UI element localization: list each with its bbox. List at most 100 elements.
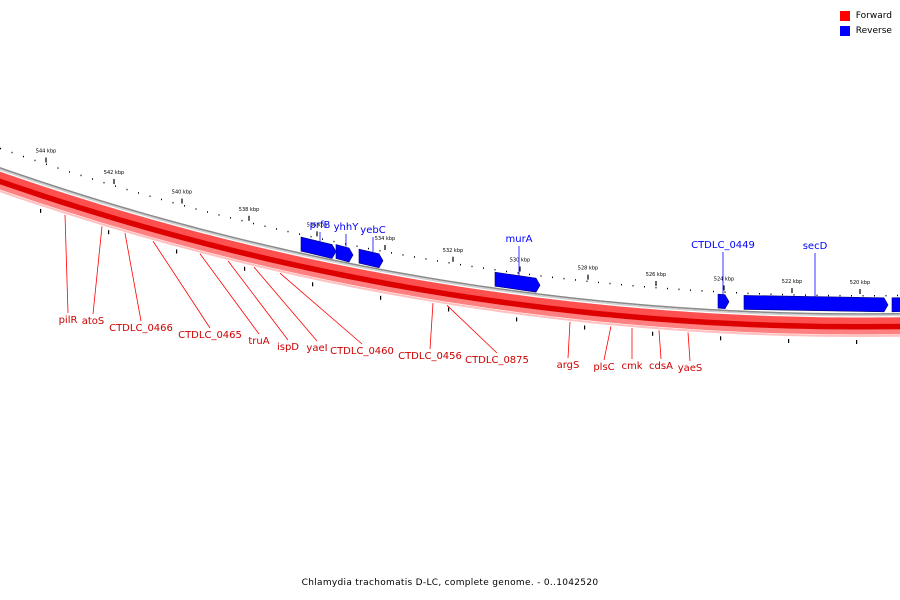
forward-gene-label[interactable]: pilR — [59, 315, 78, 326]
scale-dot — [483, 267, 484, 269]
scale-dot — [494, 269, 496, 271]
reverse-gene-arrow[interactable] — [494, 271, 541, 293]
scale-dot — [230, 217, 231, 219]
scale-dot — [207, 211, 208, 213]
scale-dot — [759, 293, 760, 295]
scale-dot — [644, 286, 645, 288]
scale-dot — [552, 276, 553, 279]
legend-reverse: Reverse — [839, 23, 892, 38]
reverse-gene-arrow[interactable] — [335, 244, 354, 263]
scale-dot — [816, 294, 818, 297]
scale-dot — [103, 181, 105, 184]
scale-dot — [391, 252, 392, 254]
forward-gene-label[interactable]: truA — [248, 336, 269, 347]
scale-dot — [161, 198, 162, 201]
inner-tick — [108, 230, 110, 235]
reverse-gene-arrow[interactable] — [358, 248, 384, 269]
tick-label: 540 kbp — [172, 190, 192, 196]
forward-band-core — [0, 178, 900, 331]
forward-gene-label[interactable]: CTDLC_0465 — [178, 330, 242, 341]
scale-dot — [195, 208, 197, 210]
forward-gene-leader — [567, 321, 571, 359]
scale-dot — [575, 279, 576, 281]
scale-dot — [0, 147, 1, 150]
scale-dot — [874, 295, 875, 297]
inner-tick — [516, 317, 518, 322]
reverse-genes: prfB yhhY yebC murA CTDLC_0449 secD — [300, 220, 900, 313]
forward-gene-label[interactable]: CTDLC_0456 — [398, 351, 462, 362]
reverse-gene-label[interactable]: murA — [505, 234, 532, 245]
scale-dot — [414, 256, 415, 258]
legend-forward: Forward — [839, 8, 892, 23]
scale-dot — [586, 280, 588, 282]
scale-dot — [425, 258, 427, 260]
scale-dot — [655, 286, 657, 289]
forward-gene-leader — [199, 253, 260, 335]
forward-gene-label[interactable]: argS — [557, 360, 580, 371]
forward-gene-label[interactable]: CTDLC_0466 — [109, 323, 173, 334]
tick-label: 538 kbp — [239, 207, 259, 213]
scale-dot — [310, 235, 312, 238]
scale-dot — [701, 290, 703, 292]
scale-dot — [460, 263, 461, 266]
scale-dot — [276, 228, 277, 230]
scale-dot — [345, 243, 346, 245]
scale-dot — [851, 295, 852, 297]
reverse-gene-label[interactable]: CTDLC_0449 — [691, 240, 755, 251]
reverse-gene-arrow[interactable] — [717, 293, 730, 310]
forward-gene-leader — [446, 305, 498, 354]
scale-dot — [678, 288, 680, 291]
forward-gene-leader — [279, 272, 363, 345]
forward-gene-label[interactable]: cmk — [621, 361, 642, 372]
inner-tick — [652, 331, 654, 336]
scale-dot — [138, 192, 139, 194]
forward-band-edge — [0, 190, 900, 338]
scale-dot — [437, 260, 438, 262]
reverse-gene-arrow[interactable] — [300, 236, 337, 259]
reverse-gene-label[interactable]: secD — [803, 241, 828, 252]
scale-dot — [34, 159, 36, 162]
forward-gene-label[interactable]: CTDLC_0460 — [330, 346, 394, 357]
scale-dot — [23, 155, 24, 158]
forward-gene-label[interactable]: yaeS — [678, 363, 703, 374]
scale-dot — [529, 273, 530, 276]
inner-tick — [380, 295, 382, 300]
forward-gene-label[interactable]: atoS — [82, 316, 105, 327]
reverse-gene-arrow[interactable] — [891, 297, 900, 313]
scale-dot — [46, 163, 47, 165]
reverse-gene-label[interactable]: prfB — [310, 220, 331, 231]
forward-gene-leader — [603, 326, 612, 361]
forward-gene-leader — [64, 214, 69, 314]
forward-gene-label[interactable]: plsC — [593, 362, 614, 373]
scale-dot — [11, 151, 13, 154]
scale-dot — [299, 233, 300, 235]
scale-dot — [897, 294, 898, 297]
scale-dot — [782, 293, 783, 296]
forward-gene-label[interactable]: cdsA — [649, 361, 673, 372]
scale-dot — [57, 167, 59, 169]
forward-gene-leader — [429, 303, 434, 350]
reverse-gene-arrow[interactable] — [743, 295, 889, 313]
reverse-gene-label[interactable]: yhhY — [334, 222, 360, 233]
forward-gene-leader — [658, 330, 662, 360]
scale-dot — [621, 283, 622, 286]
forward-gene-label[interactable]: CTDLC_0875 — [465, 355, 529, 366]
tick-label: 520 kbp — [850, 280, 870, 286]
scale-dot — [563, 277, 565, 280]
forward-gene-leader — [92, 226, 103, 315]
tick-label: 532 kbp — [443, 248, 463, 254]
forward-band-inner — [0, 184, 900, 335]
scale-dot — [471, 265, 473, 268]
scale-dot — [402, 254, 404, 256]
forward-gene-label[interactable]: yaeI — [306, 343, 327, 354]
tick-label: 528 kbp — [578, 266, 598, 272]
reverse-swatch — [839, 25, 850, 36]
tick-label: 536 kbp — [307, 222, 327, 228]
forward-gene-label[interactable]: ispD — [277, 342, 299, 353]
track-outline — [0, 167, 900, 315]
scale-dot — [92, 178, 93, 180]
inner-tick — [584, 325, 586, 330]
scale-dot — [517, 272, 519, 274]
scale-dot — [115, 185, 116, 187]
reverse-gene-label[interactable]: yebC — [360, 225, 385, 236]
